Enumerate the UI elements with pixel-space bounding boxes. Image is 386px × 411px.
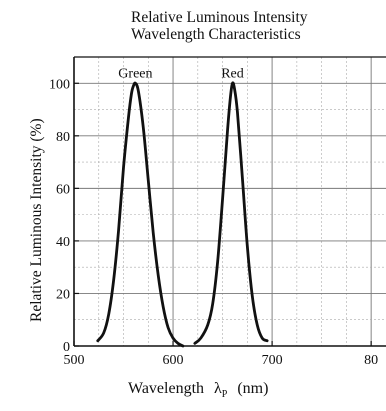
y-tick-label: 0: [63, 340, 70, 355]
x-axis-label: Wavelength λP (nm): [128, 380, 268, 400]
chart-title-line-1: Relative Luminous Intensity: [131, 9, 308, 26]
x-tick-label: 600: [163, 353, 184, 368]
y-tick-label: 20: [56, 287, 70, 302]
x-tick-label: 80: [364, 353, 378, 368]
x-axis-label-unit: (nm): [237, 380, 269, 397]
series-line-green: [96, 81, 185, 348]
axes: [73, 56, 386, 347]
x-axis-label-text: Wavelength: [128, 380, 205, 397]
series-labels: Green Red: [118, 66, 243, 81]
series-line-red: [193, 81, 269, 345]
ticks: 0 20 40 60 80 100 500 600 700 80: [49, 77, 378, 368]
gridlines: [74, 56, 386, 346]
x-axis-label-symbol: λ: [214, 380, 222, 397]
x-tick-label: 700: [262, 353, 283, 368]
series-label-green: Green: [118, 66, 152, 81]
y-tick-label: 80: [56, 130, 70, 145]
y-tick-label: 60: [56, 182, 70, 197]
y-tick-label: 100: [49, 77, 70, 92]
series-group: [96, 81, 269, 348]
x-tick-label: 500: [64, 353, 85, 368]
y-tick-label: 40: [56, 235, 70, 250]
chart-title-line-2: Wavelength Characteristics: [131, 26, 301, 43]
x-axis-label-subscript: P: [221, 389, 228, 401]
series-label-red: Red: [221, 66, 244, 81]
